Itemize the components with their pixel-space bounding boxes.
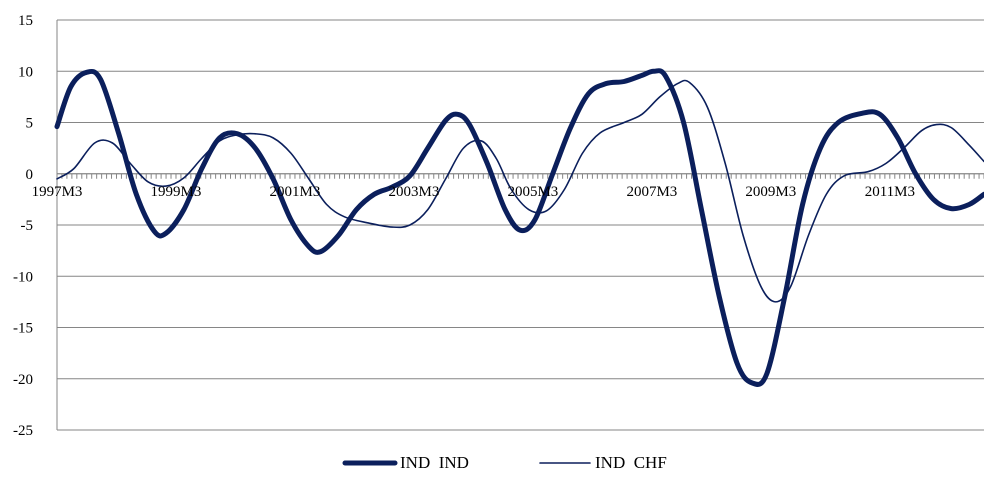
series-lines xyxy=(54,68,984,387)
x-tick-label-2005m3: 2005M3 xyxy=(507,184,558,200)
y-axis-tick-labels: 15 10 5 0 -5 -10 -15 -20 -25 xyxy=(13,13,33,439)
y-tick-label: -10 xyxy=(13,269,33,285)
y-tick-label: 15 xyxy=(18,13,33,29)
series-line-ind-ind xyxy=(54,68,984,387)
legend: IND IND IND CHF xyxy=(342,453,667,472)
legend-label-ind-chf: IND CHF xyxy=(595,453,667,472)
y-tick-label: -15 xyxy=(13,321,33,337)
y-tick-label: -25 xyxy=(13,423,33,439)
x-tick-label-2009m3: 2009M3 xyxy=(745,184,796,200)
x-axis xyxy=(56,173,984,179)
x-tick-label-1999m3: 1999M3 xyxy=(151,184,202,200)
x-axis-tick-labels: 1997M3 1999M3 2001M3 2003M3 2005M3 2007M3 2009… xyxy=(32,184,915,200)
x-axis-minor-ticks xyxy=(56,173,984,179)
x-tick-label-2007m3: 2007M3 xyxy=(626,184,677,200)
legend-label-ind-ind: IND IND xyxy=(400,453,469,472)
y-tick-label: 10 xyxy=(18,64,33,80)
y-tick-label: 0 xyxy=(26,167,34,183)
y-tick-label: -20 xyxy=(13,372,33,388)
x-tick-label-2011m3: 2011M3 xyxy=(865,184,915,200)
x-tick-label-2003m3: 2003M3 xyxy=(389,184,440,200)
x-tick-label-2001m3: 2001M3 xyxy=(270,184,321,200)
y-tick-label: -5 xyxy=(21,218,34,234)
y-tick-label: 5 xyxy=(26,116,34,132)
gridlines xyxy=(56,19,984,431)
x-tick-label-1997m3: 1997M3 xyxy=(32,184,83,200)
